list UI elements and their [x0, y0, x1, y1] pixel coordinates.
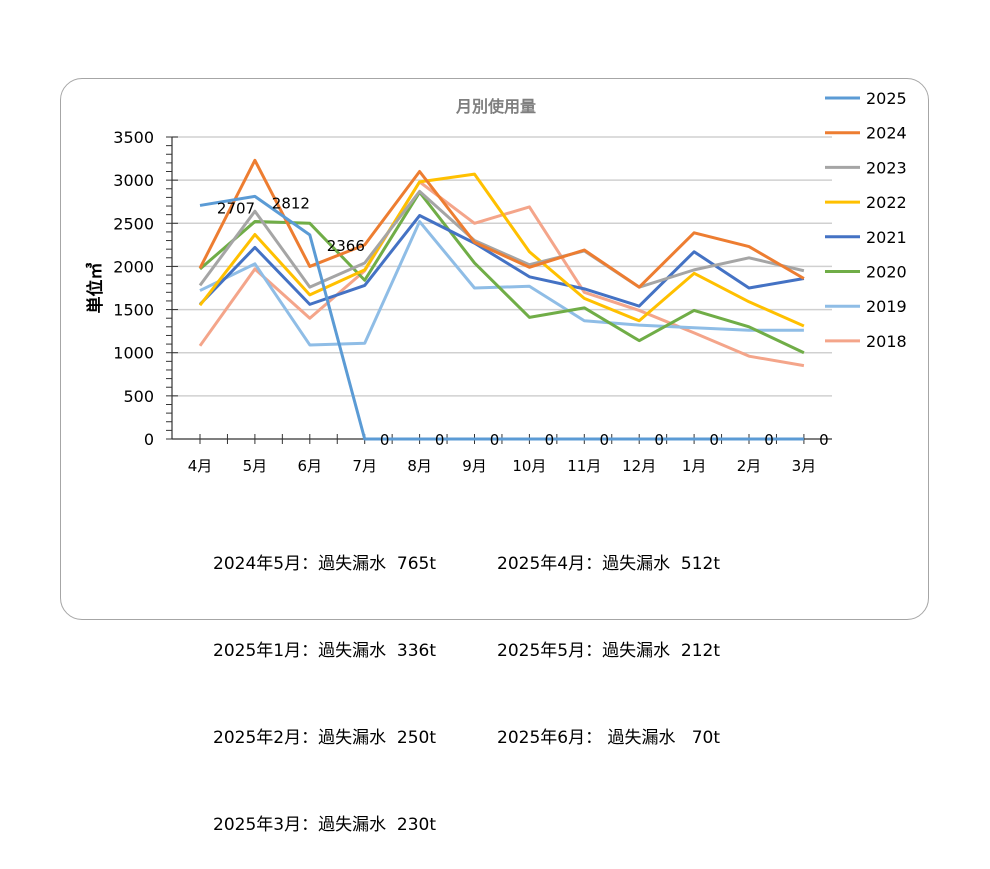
data-label: 0: [545, 431, 555, 449]
data-label: 2812: [272, 194, 310, 212]
legend-label: 2025: [866, 89, 907, 108]
y-tick-label: 2500: [113, 214, 154, 233]
y-tick-label: 3500: [113, 128, 154, 147]
data-label: 0: [435, 431, 445, 449]
legend-label: 2022: [866, 193, 907, 212]
leak-notes-right: 2025年4月：過失漏水 512t 2025年5月：過失漏水 212t 2025…: [497, 492, 720, 782]
x-tick-label: 11月: [567, 457, 601, 475]
chart-frame: [60, 78, 929, 620]
data-label: 2366: [327, 237, 365, 255]
leak-note: 2025年1月：過失漏水 336t: [213, 641, 437, 661]
series-line-2019: [199, 220, 804, 347]
data-label: 0: [819, 431, 829, 449]
data-label: 0: [709, 431, 719, 449]
chart-title: 月別使用量: [455, 97, 536, 116]
data-label: 0: [764, 431, 774, 449]
leak-note: 2025年4月：過失漏水 512t: [497, 554, 721, 574]
x-tick-label: 4月: [188, 457, 213, 475]
x-tick-label: 7月: [352, 457, 377, 475]
data-label: 0: [654, 431, 664, 449]
leak-note: 2025年6月： 過失漏水 70t: [497, 728, 720, 748]
series-line-2025: [199, 194, 804, 441]
y-tick-label: 1000: [113, 344, 154, 363]
leak-notes-left: 2024年5月：過失漏水 765t 2025年1月：過失漏水 336t 2025…: [213, 492, 436, 869]
series-line-2024: [198, 158, 805, 289]
data-label: 0: [380, 431, 390, 449]
legend-label: 2023: [866, 158, 907, 177]
x-tick-label: 5月: [243, 457, 268, 475]
data-label: 0: [490, 431, 500, 449]
legend-label: 2024: [866, 124, 907, 143]
y-tick-label: 0: [144, 430, 154, 449]
x-tick-label: 8月: [407, 457, 432, 475]
y-tick-label: 500: [123, 387, 154, 406]
x-tick-label: 1月: [682, 457, 707, 475]
leak-note: 2025年5月：過失漏水 212t: [497, 641, 721, 661]
series-line-2021: [198, 214, 805, 308]
x-tick-label: 10月: [512, 457, 546, 475]
leak-note: 2024年5月：過失漏水 765t: [213, 554, 437, 574]
series-line-2020: [199, 190, 805, 355]
x-tick-label: 2月: [737, 457, 762, 475]
data-label: 0: [600, 431, 610, 449]
legend-label: 2020: [866, 263, 907, 282]
leak-note: 2025年3月：過失漏水 230t: [213, 815, 437, 835]
leak-note: 2025年2月：過失漏水 250t: [213, 728, 437, 748]
x-tick-label: 12月: [622, 457, 656, 475]
legend-label: 2019: [866, 297, 907, 316]
series-line-2022: [198, 172, 805, 328]
x-tick-label: 6月: [298, 457, 323, 475]
x-tick-label: 3月: [792, 457, 817, 475]
x-tick-label: 9月: [462, 457, 487, 475]
y-tick-label: 2000: [113, 257, 154, 276]
y-tick-label: 3000: [113, 171, 154, 190]
legend-label: 2021: [866, 228, 907, 247]
line-chart: 月別使用量 0 500 1000 1500 2000 2500 3000 3500 単位㎥ 4月 5月…: [85, 89, 907, 475]
y-axis-label: 単位㎥: [85, 263, 106, 314]
data-label: 2707: [217, 199, 255, 217]
y-tick-label: 1500: [113, 301, 154, 320]
series-line-2023: [198, 189, 805, 289]
legend-label: 2018: [866, 332, 907, 351]
